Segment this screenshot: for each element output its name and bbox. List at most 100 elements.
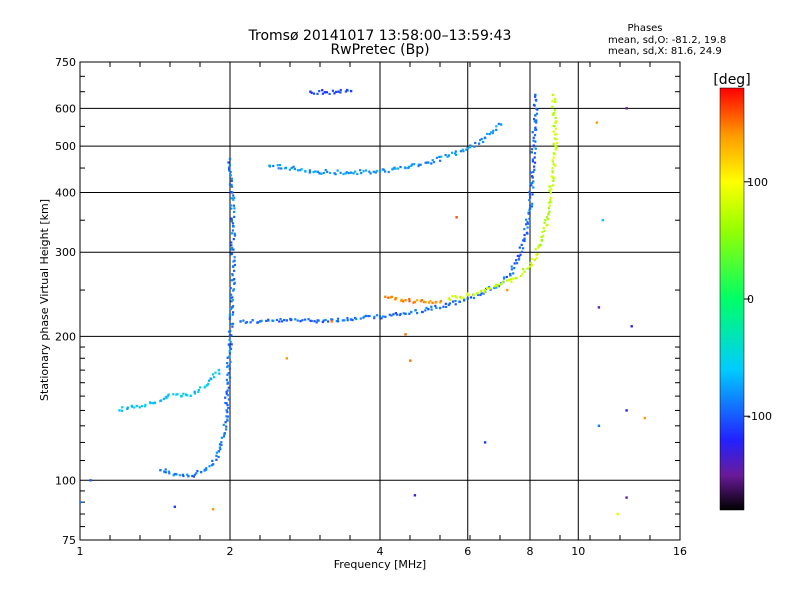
x-axis-label: Frequency [MHz] [334,558,426,571]
trace-point [447,297,451,300]
trace-dot [526,232,529,235]
trace-dot [515,277,518,280]
trace-dot [344,90,347,93]
trace-dot [551,170,554,173]
trace-dot [523,270,526,273]
trace-dot [228,367,231,370]
trace-point [404,166,407,170]
trace-dot [513,267,516,270]
trace-dot [228,334,231,337]
trace-dot [472,294,475,297]
trace-dot [230,220,233,223]
trace-dot [229,360,232,363]
trace-dot [522,247,525,250]
trace-dot [324,169,327,172]
trace-dot [227,372,230,375]
trace-dot [199,386,202,389]
trace-point [447,154,451,157]
trace-dot [233,232,236,235]
trace-dot [552,130,555,133]
trace-dot [186,473,189,476]
trace-point [431,301,434,305]
trace-dot [230,334,233,337]
trace-dot [231,305,235,308]
trace-point [349,171,353,174]
trace-dot [528,217,531,220]
trace-dot [416,299,419,302]
trace-dot [196,469,199,473]
trace-dot [394,167,397,170]
trace-dot [231,313,234,316]
trace-dot [384,170,387,173]
trace-dot [493,285,496,288]
trace-dot [552,184,555,187]
trace-dot [492,129,495,132]
trace-dot [509,274,512,277]
trace-dot [225,415,228,418]
trace-dot [528,190,531,193]
trace-dot [343,319,346,322]
trace-dot [448,298,452,301]
trace-dot [227,364,230,367]
trace-dot [364,314,368,317]
trace-dot [229,174,232,177]
trace-dot [372,170,375,173]
trace-point [217,368,221,372]
trace-dot [359,317,362,320]
trace-dot [233,215,236,218]
trace-dot [532,186,535,189]
trace-point [228,157,232,161]
trace-dot [488,133,491,136]
trace-point [187,475,190,478]
trace-dot [488,286,491,289]
trace-dot [290,166,293,169]
trace-point [239,320,242,323]
trace-dot [359,169,362,172]
trace-dot [225,390,228,393]
trace-dot [352,172,355,175]
trace-dot [479,293,482,297]
trace-point [159,469,162,472]
trace-dot [510,265,513,268]
trace-dot [540,239,543,242]
scatter-point [89,479,92,482]
trace-dot [368,314,371,318]
trace-dot [229,308,233,311]
trace-dot [230,177,233,180]
trace-dot [149,402,152,405]
trace-dot [192,475,195,478]
trace-dot [229,347,233,350]
trace-dot [512,277,515,280]
trace-dot [551,100,554,103]
trace-dot [225,392,228,395]
trace-dot [480,289,483,292]
trace-dot [552,179,555,182]
trace-dot [440,155,443,158]
trace-dot [228,183,232,186]
trace-point [534,114,537,117]
trace-dot [532,139,535,142]
trace-dot [460,297,463,300]
trace-dot [369,172,372,175]
trace-dot [400,298,403,301]
trace-dot [232,238,235,241]
trace-point [180,394,183,398]
trace-dot [408,300,411,303]
y-tick-label: 750 [55,56,76,69]
trace-dot [228,168,231,171]
trace-point [523,237,526,240]
trace-dot [212,373,215,376]
trace-dot [207,379,211,382]
trace-dot [431,159,434,162]
trace-dot [284,166,288,169]
trace-dot [451,295,454,298]
trace-dot [233,269,236,272]
trace-dot [531,202,534,205]
y-tick-label: 500 [55,140,76,153]
trace-dot [501,281,504,284]
trace-dot [482,292,485,295]
trace-dot [533,134,537,137]
trace-dot [325,91,328,94]
trace-dot [314,170,317,173]
trace-dot [392,313,395,316]
